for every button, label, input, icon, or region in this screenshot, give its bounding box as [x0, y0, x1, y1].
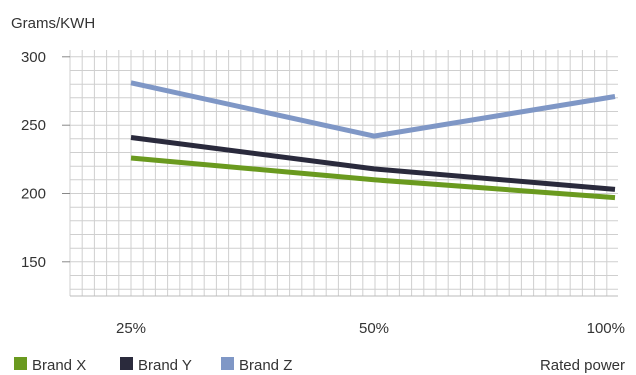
y-tick-label: 300 — [21, 49, 46, 66]
x-tick-label: 50% — [359, 320, 389, 337]
legend-swatch — [221, 357, 234, 370]
y-tick-label: 250 — [21, 117, 46, 134]
legend: Brand X Brand Y Brand Z — [14, 357, 292, 374]
grid — [69, 50, 618, 296]
series-line-brand-y — [130, 135, 616, 192]
legend-label: Brand Y — [138, 357, 192, 374]
series-line-brand-z — [130, 80, 616, 139]
tick-labels: 150 200 250 300 Grams/KWH 25% 50% 100% Rated pow… — [11, 15, 625, 374]
y-tick-label: 200 — [21, 186, 46, 203]
x-tick-label: 25% — [116, 320, 146, 337]
legend-swatch — [14, 357, 27, 370]
y-tick-label: 150 — [21, 254, 46, 271]
y-axis-title: Grams/KWH — [11, 15, 95, 32]
legend-swatch — [120, 357, 133, 370]
legend-label: Brand Z — [239, 357, 292, 374]
legend-label: Brand X — [32, 357, 86, 374]
x-axis-title: Rated power — [540, 357, 625, 374]
x-tick-label: 100% — [587, 320, 625, 337]
axes — [62, 56, 618, 297]
series-group — [130, 80, 616, 201]
series-line-brand-x — [130, 155, 616, 201]
